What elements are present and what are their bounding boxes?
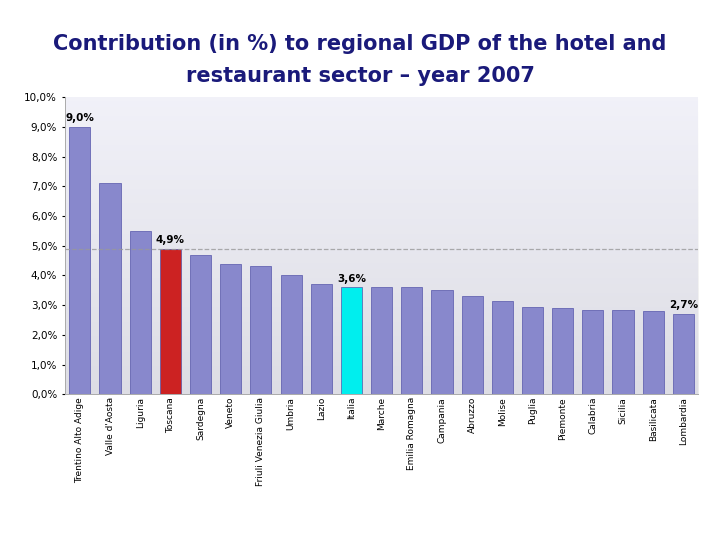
Bar xyxy=(613,309,634,394)
Bar xyxy=(552,308,573,394)
Text: 2,7%: 2,7% xyxy=(669,300,698,310)
Bar xyxy=(251,267,271,394)
Bar xyxy=(281,275,302,394)
Bar xyxy=(431,291,452,394)
Bar xyxy=(401,287,423,394)
Bar xyxy=(462,296,482,394)
Bar xyxy=(522,307,543,394)
Bar xyxy=(160,248,181,394)
Text: restaurant sector – year 2007: restaurant sector – year 2007 xyxy=(186,66,534,86)
Bar xyxy=(642,311,664,394)
Bar xyxy=(371,287,392,394)
Bar xyxy=(492,301,513,394)
Bar xyxy=(311,284,332,394)
Text: 9,0%: 9,0% xyxy=(66,113,94,123)
Bar xyxy=(130,231,150,394)
Bar xyxy=(341,287,362,394)
Text: Contribution (in %) to regional GDP of the hotel and: Contribution (in %) to regional GDP of t… xyxy=(53,34,667,54)
Bar xyxy=(220,264,241,394)
Bar xyxy=(190,255,211,394)
Bar xyxy=(69,127,91,394)
Bar xyxy=(582,309,603,394)
Bar xyxy=(672,314,694,394)
Text: 3,6%: 3,6% xyxy=(337,274,366,284)
Bar xyxy=(99,184,121,394)
Text: 4,9%: 4,9% xyxy=(156,235,185,245)
